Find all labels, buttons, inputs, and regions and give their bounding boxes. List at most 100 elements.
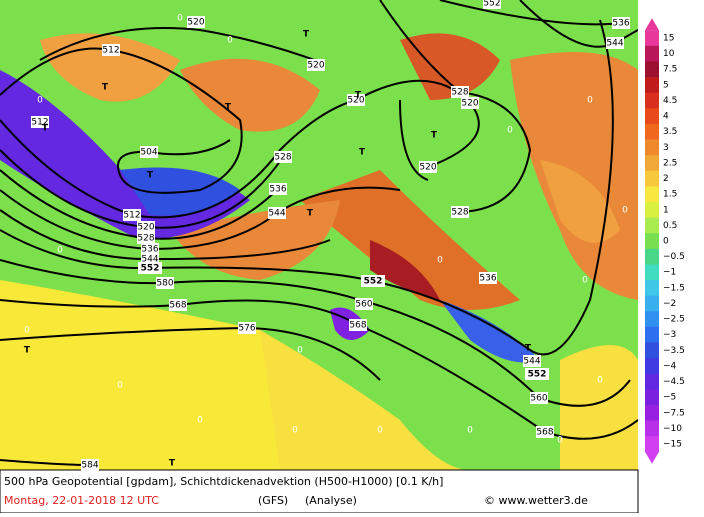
contour-label-bg — [269, 183, 287, 195]
zero-line-label: 0 — [377, 426, 383, 436]
contour-label-bg — [451, 86, 469, 98]
colorbar-label: 5 — [663, 80, 669, 90]
colorbar-label: 1.5 — [663, 190, 677, 200]
contour-label-bg — [31, 116, 49, 128]
contour-label-bg — [451, 206, 469, 218]
contour-label: 544 — [268, 209, 285, 219]
contour-label: 512 — [123, 211, 140, 221]
colorbar-label: −1 — [663, 268, 676, 278]
colorbar-segment — [645, 45, 659, 62]
contour-label-bg — [523, 355, 541, 367]
zero-line-label: 0 — [57, 246, 63, 256]
colorbar-label: −10 — [663, 424, 682, 434]
colorbar-label: 1 — [663, 205, 669, 215]
contour-label-bg — [612, 17, 630, 29]
contour-label: 520 — [347, 96, 364, 106]
contour-label: 504 — [140, 148, 157, 158]
contour-label-bg — [137, 221, 155, 233]
zero-line-label: 0 — [292, 426, 298, 436]
footer-credit: © www.wetter3.de — [484, 494, 588, 507]
zero-line-label: 0 — [622, 206, 628, 216]
contour-label: 576 — [238, 324, 255, 334]
footer-date: Montag, 22-01-2018 12 UTC — [4, 494, 159, 507]
low-marker: T — [42, 124, 49, 134]
contour-label: 560 — [530, 394, 547, 404]
contour-label: 520 — [307, 61, 324, 71]
colorbar-segment — [645, 108, 659, 125]
low-marker: T — [359, 148, 366, 158]
zero-line-label: 0 — [297, 346, 303, 356]
contour-label-bg — [355, 298, 373, 310]
low-marker: T — [225, 103, 232, 113]
colorbar-label: 0.5 — [663, 221, 677, 231]
colorbar-segment — [645, 139, 659, 156]
low-marker: T — [169, 459, 176, 469]
contour-label: 560 — [355, 300, 372, 310]
colorbar-segment — [645, 436, 659, 453]
colorbar-segment — [645, 264, 659, 281]
colorbar-segment — [645, 170, 659, 187]
footer-model: (GFS) — [258, 494, 288, 507]
contour-label: 536 — [269, 185, 286, 195]
colorbar-label: 15 — [663, 34, 674, 44]
zero-line-label: 0 — [177, 14, 183, 24]
colorbar-label: 7.5 — [663, 65, 677, 75]
colorbar-label: −4 — [663, 361, 677, 371]
contour-label-bg — [102, 44, 120, 56]
colorbar-label: −5 — [663, 393, 676, 403]
colorbar-segment — [645, 295, 659, 312]
colorbar-segment — [645, 201, 659, 219]
contour-label-bg — [141, 243, 159, 255]
contour-label-bg — [530, 392, 548, 404]
contour-label-bg — [461, 97, 479, 109]
contour-label: 520 — [137, 223, 154, 233]
map-area — [0, 0, 638, 470]
colorbar-label: 4.5 — [663, 96, 677, 106]
contour-label: 584 — [81, 461, 98, 471]
colorbar-segment — [645, 248, 659, 265]
colorbar-segment — [645, 342, 659, 359]
contour-label: 536 — [612, 19, 629, 29]
contour-label: 528 — [274, 153, 291, 163]
contour-label: 520 — [187, 18, 204, 28]
colorbar-top-arrow — [645, 18, 659, 31]
colorbar-segment — [645, 123, 659, 140]
contour-label-bg — [169, 299, 187, 311]
contour-label-bg — [238, 322, 256, 334]
colorbar-label: −3.5 — [663, 346, 685, 356]
colorbar-segment — [645, 420, 659, 437]
contour-label: 528 — [451, 88, 468, 98]
footer-title: 500 hPa Geopotential [gpdam], Schichtdic… — [4, 475, 443, 488]
contour-label-bg — [419, 161, 437, 173]
contour-label: 528 — [451, 208, 468, 218]
colorbar-label: −15 — [663, 440, 682, 450]
contour-label: 544 — [141, 255, 158, 265]
contour-label-bg — [138, 262, 162, 274]
colorbar-segment — [645, 373, 659, 390]
contour-label-bg — [361, 275, 385, 287]
colorbar-segment — [645, 30, 659, 47]
contour-label: 568 — [536, 428, 553, 438]
contour-label: 512 — [31, 118, 48, 128]
footer-box — [0, 469, 639, 514]
contour-label-bg — [347, 94, 365, 106]
contour-label-bg — [525, 368, 549, 380]
zero-line-label: 0 — [197, 416, 203, 426]
zero-line-label: 0 — [437, 256, 443, 266]
zero-line-label: 0 — [117, 381, 123, 391]
colorbar-label: 3.5 — [663, 127, 677, 137]
low-marker: T — [525, 344, 532, 354]
contour-label-bg — [483, 0, 501, 9]
zero-line-label: 0 — [467, 426, 473, 436]
low-marker: T — [147, 171, 154, 181]
contour-label-bg — [156, 277, 174, 289]
colorbar-segment — [645, 155, 659, 172]
contour-label: 544 — [523, 357, 540, 367]
colorbar-label: 2 — [663, 174, 669, 184]
contour-label-bg — [140, 146, 158, 158]
colorbar-label: −7.5 — [663, 408, 685, 418]
low-marker: T — [24, 346, 31, 356]
contour-label: 528 — [137, 234, 154, 244]
colorbar-segment — [645, 61, 659, 78]
